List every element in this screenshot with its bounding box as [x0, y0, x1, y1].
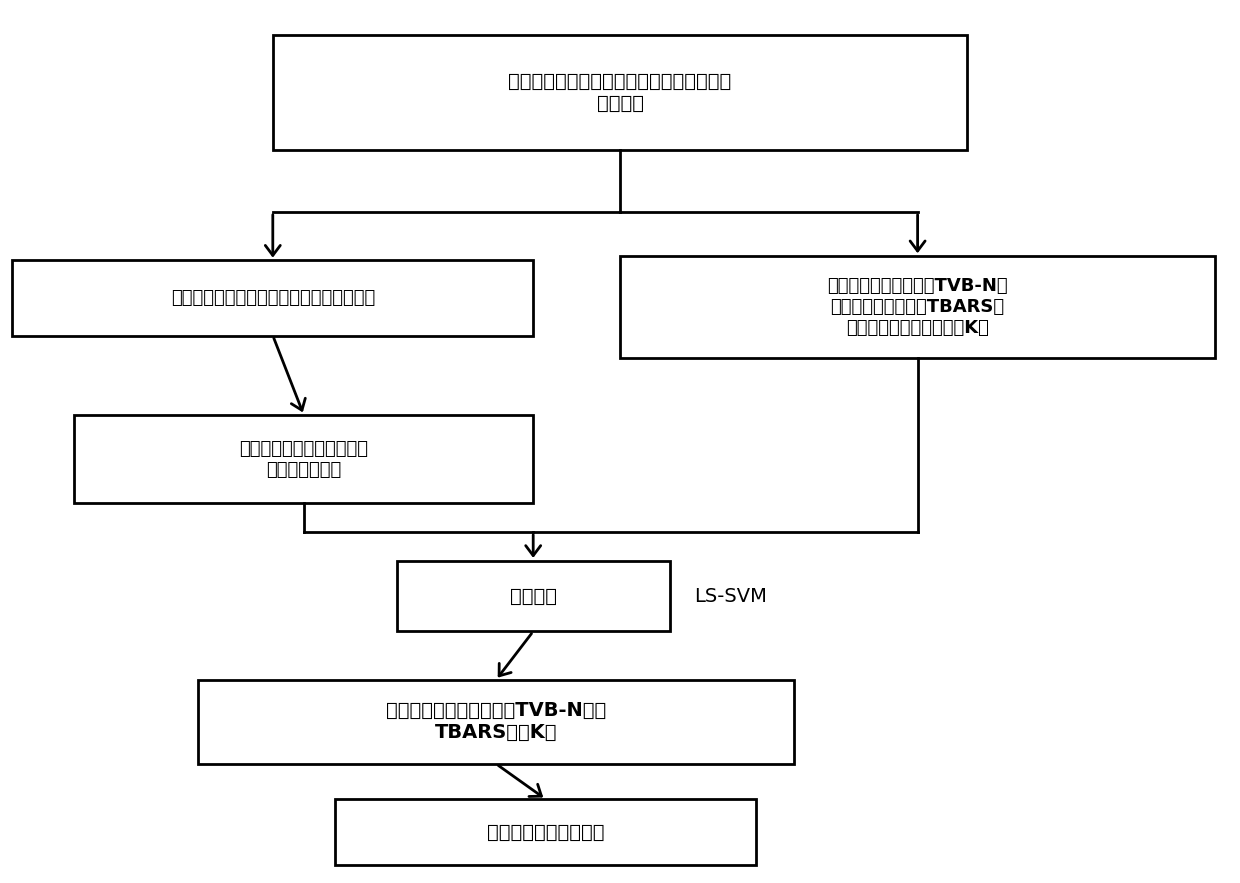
Text: 预测模型: 预测模型 — [510, 586, 557, 606]
FancyBboxPatch shape — [397, 561, 670, 631]
Text: 提取两组中心波长处对应的
平均反射光谱值: 提取两组中心波长处对应的 平均反射光谱值 — [239, 440, 368, 479]
Text: 利用多光谱成像获取鱼片样本的多光谱图像: 利用多光谱成像获取鱼片样本的多光谱图像 — [171, 289, 374, 307]
FancyBboxPatch shape — [620, 256, 1215, 358]
FancyBboxPatch shape — [12, 260, 533, 336]
FancyBboxPatch shape — [74, 415, 533, 503]
Text: 鱼片新鲜程度精准分级: 鱼片新鲜程度精准分级 — [487, 823, 604, 841]
FancyBboxPatch shape — [198, 680, 794, 764]
FancyBboxPatch shape — [273, 35, 967, 150]
FancyBboxPatch shape — [335, 799, 756, 865]
Text: 同时测定未知鱼片样本的TVB-N值、
TBARS值和K值: 同时测定未知鱼片样本的TVB-N值、 TBARS值和K值 — [386, 701, 606, 743]
Text: 利用半微量定氮法测定TVB-N值
利用分光光度法测定TBARS值
利用高效液相色谱法测定K值: 利用半微量定氮法测定TVB-N值 利用分光光度法测定TBARS值 利用高效液相色… — [827, 277, 1008, 336]
Text: LS-SVM: LS-SVM — [694, 586, 768, 606]
Text: 制备鱼片样本并冷藏，获取不同冷藏天数的
鱼片样本: 制备鱼片样本并冷藏，获取不同冷藏天数的 鱼片样本 — [508, 72, 732, 113]
